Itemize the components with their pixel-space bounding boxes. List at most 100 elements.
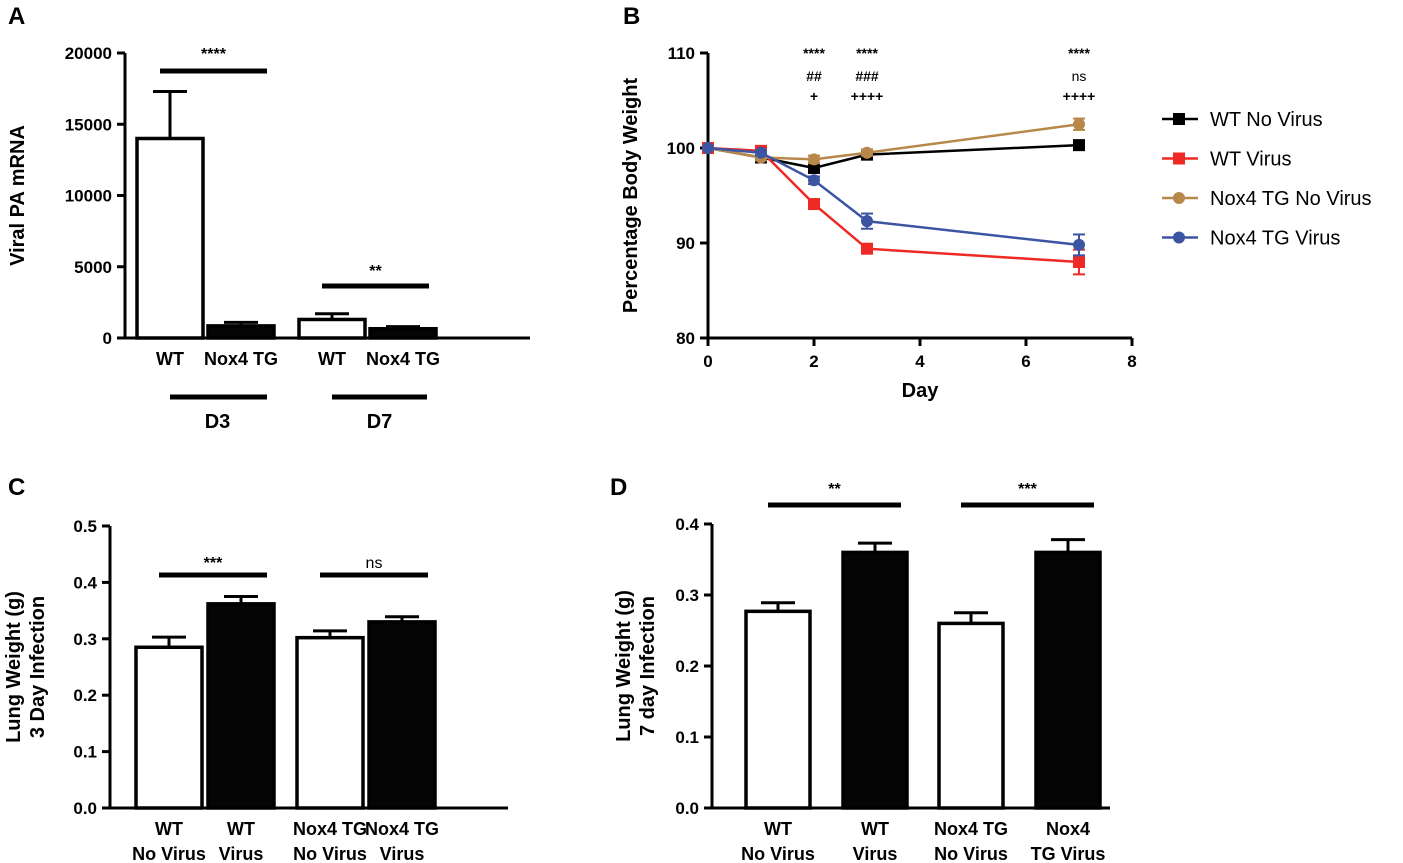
x-category-label: Virus: [380, 844, 425, 863]
y-axis-label-line: Lung Weight (g): [613, 590, 635, 742]
bar: [206, 602, 276, 810]
y-tick-label: 0.0: [675, 799, 699, 818]
data-point: [861, 215, 873, 228]
x-tick-label: 8: [1127, 352, 1136, 371]
x-category-label: TG Virus: [1031, 844, 1106, 863]
significance-label: ****: [1068, 45, 1090, 61]
bar: [295, 635, 365, 810]
x-category-label: No Virus: [741, 844, 815, 863]
y-tick-label: 0: [103, 329, 112, 348]
y-tick-label: 0.4: [675, 515, 699, 534]
significance-label: ++++: [851, 88, 884, 104]
significance-label: **: [828, 481, 841, 498]
x-tick-label: 6: [1021, 352, 1030, 371]
significance-label: ns: [366, 555, 383, 572]
bar: [744, 609, 812, 810]
bar: [206, 324, 276, 340]
y-tick-label: 0.3: [73, 630, 97, 649]
x-category-label: No Virus: [934, 844, 1008, 863]
significance-label: **: [369, 263, 382, 280]
significance-label: ns: [1072, 68, 1087, 84]
significance-label: ++++: [1063, 88, 1096, 104]
data-point: [755, 146, 767, 159]
data-point: [1073, 139, 1085, 152]
x-category-label: WT: [764, 819, 792, 839]
bar: [368, 326, 438, 340]
y-tick-label: 15000: [65, 115, 112, 134]
bar: [1034, 550, 1102, 810]
x-category-label: WT: [156, 349, 184, 369]
data-point: [861, 242, 873, 255]
y-tick-label: 110: [668, 44, 695, 63]
legend-marker: [1173, 113, 1185, 125]
data-point: [808, 153, 820, 166]
x-category-label: WT: [227, 819, 255, 839]
y-tick-label: 100: [667, 139, 695, 158]
bar: [134, 645, 204, 810]
x-tick-label: 4: [915, 352, 925, 371]
significance-label: ***: [204, 555, 223, 572]
data-point: [1073, 256, 1085, 268]
legend-marker: [1173, 192, 1185, 204]
x-category-label: Virus: [219, 844, 264, 863]
y-tick-label: 10000: [65, 187, 112, 206]
y-axis-label: Percentage Body Weight: [620, 78, 642, 314]
panel-letter: B: [623, 3, 640, 30]
legend-label: Nox4 TG Virus: [1210, 228, 1340, 250]
panel-b: B 80 90 100 110 0 2 4 6 8 Day Percentage Body Weigh…: [620, 3, 1372, 402]
y-axis-label: Lung Weight (g) 7 day Infection: [613, 590, 659, 742]
legend-marker: [1173, 231, 1185, 244]
data-point: [808, 198, 820, 211]
x-category-label: WT: [155, 819, 183, 839]
x-category-label: No Virus: [293, 844, 367, 863]
y-tick-label: 0.3: [675, 586, 699, 605]
y-axis-label: Viral PA mRNA: [7, 125, 29, 266]
panel-letter: C: [8, 474, 25, 501]
x-axis-label: Day: [902, 380, 940, 402]
bar: [841, 550, 909, 810]
y-tick-label: 20000: [65, 44, 112, 63]
x-tick-label: 0: [703, 352, 712, 371]
significance-label: ##: [806, 68, 822, 84]
significance-label: ****: [856, 45, 878, 61]
data-point: [808, 161, 820, 174]
y-tick-label: 0.0: [73, 799, 97, 818]
y-tick-label: 90: [676, 234, 695, 253]
y-axis-label-line: 7 day Infection: [637, 596, 659, 736]
data-point: [702, 142, 714, 154]
legend-label: WT No Virus: [1210, 109, 1323, 131]
x-category-label: Nox4 TG: [293, 819, 367, 839]
data-point: [1073, 118, 1085, 131]
bar: [367, 620, 437, 810]
group-label: D3: [205, 411, 231, 433]
panel-d: D 0.0 0.1 0.2 0.3 0.4 Lung Weight (g) 7 day Inf…: [610, 474, 1110, 863]
x-category-label: Nox4 TG: [204, 349, 278, 369]
y-axis-label: Lung Weight (g) 3 Day Infection: [3, 591, 49, 743]
significance-label: ****: [201, 46, 227, 63]
panel-letter: A: [8, 3, 25, 30]
y-tick-label: 5000: [74, 258, 112, 277]
y-tick-label: 0.1: [675, 728, 699, 747]
legend-label: Nox4 TG No Virus: [1210, 188, 1372, 210]
panel-a: A 0 5000 10000 15000 20000 Viral PA mRNA WT Nox4…: [7, 3, 530, 433]
data-point: [861, 146, 873, 159]
significance-label: ***: [1018, 481, 1037, 498]
y-tick-label: 80: [676, 329, 695, 348]
bar: [135, 136, 205, 340]
x-category-label: Nox4 TG: [365, 819, 439, 839]
significance-label: +: [810, 88, 818, 104]
x-category-label: No Virus: [132, 844, 206, 863]
significance-label: ###: [855, 68, 879, 84]
bar: [297, 317, 367, 340]
x-category-label: WT: [318, 349, 346, 369]
x-tick-label: 2: [809, 352, 818, 371]
x-category-label: Nox4 TG: [934, 819, 1008, 839]
series-line: [707, 146, 1080, 264]
y-axis-label-line: Lung Weight (g): [3, 591, 25, 743]
group-label: D7: [367, 411, 393, 433]
y-axis-label-line: 3 Day Infection: [27, 596, 49, 738]
x-category-label: WT: [861, 819, 889, 839]
panel-c: C 0.0 0.1 0.2 0.3 0.4 0.5 Lung Weight (g) 3 Day …: [3, 474, 508, 863]
y-tick-label: 0.2: [73, 686, 97, 705]
